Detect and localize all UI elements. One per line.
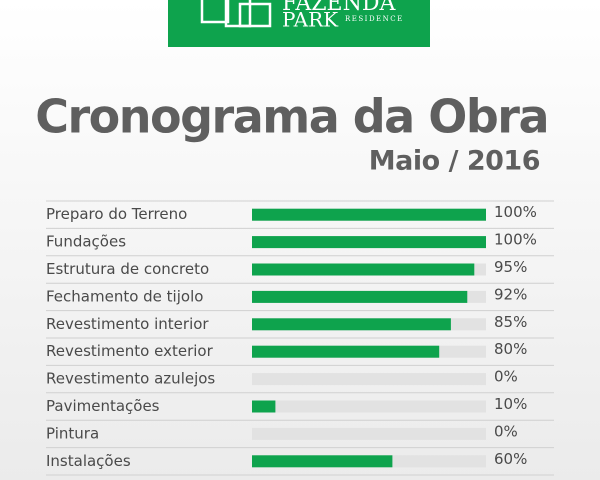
logo-line1: FAZENDA (282, 0, 396, 16)
value-label: 85% (494, 313, 527, 331)
row-label: Revestimento interior (46, 315, 209, 333)
logo-line3: RESIDENCE (345, 15, 404, 23)
row-label: Revestimento exterior (46, 342, 214, 360)
row-label: Pavimentações (46, 397, 160, 415)
value-label: 100% (494, 203, 537, 221)
row-label: Estrutura de concreto (46, 260, 209, 278)
row-label: Fundações (46, 233, 126, 251)
row-label: Instalações (46, 452, 131, 470)
value-label: 60% (494, 450, 527, 468)
value-label: 100% (494, 231, 537, 249)
bar (252, 208, 486, 221)
value-label: 80% (494, 340, 527, 358)
logo-box (168, 0, 430, 47)
bar (252, 290, 468, 303)
row-label: Fechamento de tijolo (46, 287, 203, 305)
row-label: Pintura (46, 424, 99, 442)
bar (252, 455, 393, 468)
bar (252, 263, 475, 276)
bar-track (252, 400, 486, 413)
bar (252, 400, 276, 413)
row-label: Preparo do Terreno (46, 205, 187, 223)
bar (252, 236, 486, 249)
logo-line2: PARK (282, 8, 339, 32)
chart-subtitle: Maio / 2016 (369, 146, 540, 177)
row-label: Revestimento azulejos (46, 370, 215, 388)
value-label: 95% (494, 258, 527, 276)
value-label: 0% (494, 368, 518, 386)
value-label: 10% (494, 395, 527, 413)
bar (252, 345, 440, 358)
bar (252, 318, 451, 331)
value-label: 0% (494, 422, 518, 440)
chart-title: Cronograma da Obra (35, 90, 548, 144)
logo-icon (200, 0, 272, 28)
value-label: 92% (494, 285, 527, 303)
bar-track (252, 373, 486, 386)
bar-track (252, 427, 486, 440)
